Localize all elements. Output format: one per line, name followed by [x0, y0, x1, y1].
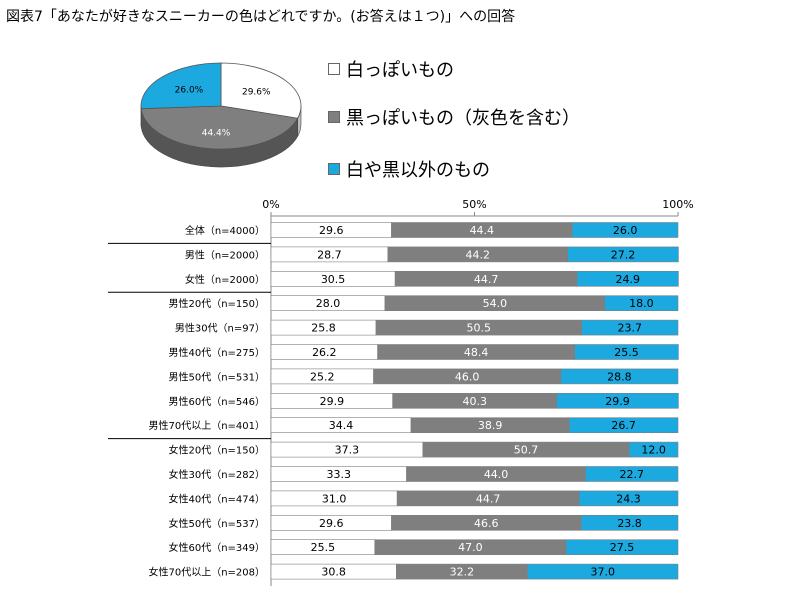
bar-segment-other	[581, 319, 679, 336]
data-label-black: 50.5	[467, 322, 492, 335]
data-label-black: 46.6	[474, 517, 499, 530]
category-label: 男性20代（n=150）	[168, 297, 265, 310]
bar-segment-other	[560, 368, 679, 385]
data-label-black: 32.2	[450, 566, 475, 579]
data-label-white: 28.7	[317, 248, 342, 261]
stacked-bar-chart: 0% 50% 100% 全体（n=4000） 29.6 44.4 26.0 男性（n=2000…	[108, 198, 694, 586]
data-label-black: 44.7	[474, 273, 499, 286]
data-label-other: 12.0	[641, 444, 666, 457]
data-label-other: 28.8	[607, 370, 632, 383]
data-label-other: 24.3	[616, 492, 641, 505]
legend-label-black: 黒っぽいもの（灰色を含む）	[346, 108, 580, 129]
category-label: 男性（n=2000）	[185, 248, 265, 261]
data-label-black: 38.9	[478, 419, 503, 432]
bar-segment-other	[567, 246, 679, 263]
chart-title: 図表7「あなたが好きなスニーカーの色はどれですか。(お答えは１つ)」への回答	[6, 9, 516, 25]
bar-segment-other	[576, 271, 679, 287]
data-label-other: 23.8	[617, 517, 642, 530]
bar-segment-other	[580, 514, 679, 531]
pie-label-black: 44.4%	[202, 129, 231, 139]
data-label-white: 29.6	[319, 517, 344, 530]
data-label-black: 44.2	[466, 248, 491, 261]
bar-segment-other	[628, 441, 679, 458]
bar-segment-other	[571, 222, 679, 238]
data-label-white: 37.3	[335, 444, 360, 457]
category-label: 女性30代（n=282）	[168, 468, 265, 481]
data-label-white: 30.8	[321, 566, 346, 579]
data-label-black: 46.0	[455, 370, 480, 383]
category-label: 女性（n=2000）	[185, 273, 265, 286]
data-label-white: 33.3	[327, 468, 352, 481]
data-label-white: 25.5	[311, 541, 336, 554]
bar-segment-other	[604, 295, 679, 311]
category-label: 女性70代以上（n=208）	[148, 566, 265, 579]
data-label-black: 47.0	[458, 541, 483, 554]
data-label-black: 44.7	[476, 492, 501, 505]
data-label-black: 50.7	[514, 444, 539, 457]
pie-slice-black	[140, 105, 299, 150]
data-label-other: 27.2	[611, 248, 636, 261]
category-label: 女性60代（n=349）	[168, 541, 265, 554]
legend-item-black: 黒っぽいもの（灰色を含む）	[328, 104, 580, 130]
data-label-other: 29.9	[605, 395, 630, 408]
category-label: 男性70代以上（n=401）	[148, 419, 265, 432]
data-label-white: 30.5	[321, 273, 346, 286]
data-label-white: 31.0	[322, 492, 347, 505]
pie-chart: 29.6% 44.4% 26.0%	[140, 62, 302, 168]
legend-swatch-black	[328, 111, 340, 123]
x-tick-label: 0%	[262, 198, 279, 211]
data-label-black: 44.0	[484, 468, 509, 481]
data-label-white: 26.2	[312, 346, 337, 359]
x-tick-label: 50%	[462, 198, 486, 211]
legend-swatch-other	[328, 163, 340, 175]
category-label: 女性50代（n=537）	[168, 517, 265, 530]
data-label-white: 34.4	[329, 419, 354, 432]
bar-segment-other	[565, 539, 679, 556]
data-label-black: 44.4	[470, 224, 495, 237]
data-label-other: 37.0	[590, 566, 615, 579]
bar-segment-other	[569, 417, 679, 433]
pie-label-white: 29.6%	[242, 88, 271, 98]
bar-segment-other	[527, 563, 679, 580]
data-label-black: 48.4	[464, 346, 489, 359]
category-label: 男性30代（n=97）	[175, 322, 265, 335]
data-label-white: 28.0	[316, 297, 341, 310]
legend-label-white: 白っぽいもの	[346, 60, 454, 81]
category-label: 全体（n=4000）	[185, 224, 265, 237]
data-label-other: 26.7	[611, 419, 636, 432]
x-tick-label: 100%	[662, 198, 693, 211]
data-label-other: 22.7	[620, 468, 645, 481]
bar-segment-other	[585, 466, 679, 482]
category-label: 女性40代（n=474）	[168, 492, 265, 505]
data-label-other: 26.0	[613, 224, 638, 237]
data-label-white: 29.9	[320, 395, 345, 408]
bar-segment-other	[574, 344, 679, 360]
data-label-other: 23.7	[618, 322, 643, 335]
category-label: 女性20代（n=150）	[168, 444, 265, 457]
pie-label-other: 26.0%	[175, 85, 204, 95]
data-label-white: 25.8	[311, 322, 336, 335]
data-label-other: 25.5	[614, 346, 639, 359]
legend-swatch-white	[328, 63, 340, 75]
data-label-white: 25.2	[310, 370, 335, 383]
legend-item-other: 白や黒以外のもの	[328, 156, 490, 182]
bar-segment-other	[556, 393, 679, 409]
data-label-other: 27.5	[610, 541, 635, 554]
legend-label-other: 白や黒以外のもの	[346, 160, 490, 181]
legend-item-white: 白っぽいもの	[328, 56, 454, 82]
category-label: 男性40代（n=275）	[168, 346, 265, 359]
data-label-black: 54.0	[483, 297, 508, 310]
pie-slice-white	[220, 62, 302, 119]
category-label: 男性60代（n=546）	[168, 395, 265, 408]
pie-slice-other	[140, 62, 222, 110]
data-label-black: 40.3	[462, 395, 487, 408]
data-label-other: 24.9	[615, 273, 640, 286]
data-label-other: 18.0	[629, 297, 654, 310]
data-label-white: 29.6	[319, 224, 344, 237]
category-label: 男性50代（n=531）	[168, 370, 265, 383]
bar-segment-other	[578, 490, 679, 507]
